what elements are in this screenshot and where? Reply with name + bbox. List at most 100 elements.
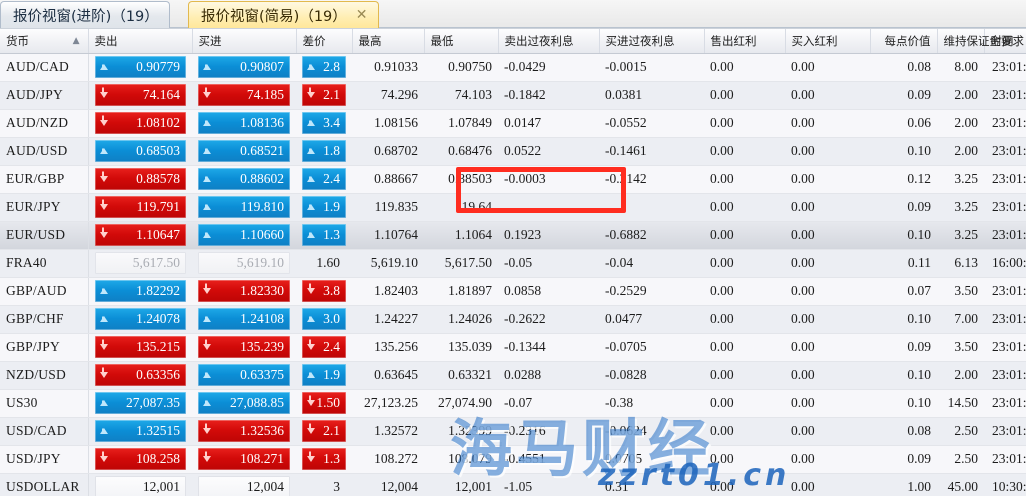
cell-pip-value: 0.07 [870, 277, 937, 306]
cell-spread[interactable]: 2.1 [296, 81, 352, 110]
cell-sell[interactable]: 1.10647 [88, 221, 192, 250]
column-header-spread[interactable]: 差价 [296, 29, 353, 54]
cell-buy[interactable]: 1.82330 [192, 277, 296, 306]
cell-sell[interactable]: 135.215 [88, 333, 192, 362]
column-header-dividend-sell[interactable]: 售出红利 [704, 29, 786, 54]
cell-buy[interactable]: 1.10660 [192, 221, 296, 250]
table-row[interactable]: USD/CAD 1.32515 1.32536 2.1 1.32572 1.32399 -0… [0, 417, 1026, 446]
cell-sell-tile: 1.32515 [94, 420, 186, 442]
column-header-swap-buy[interactable]: 买进过夜利息 [599, 29, 705, 54]
arrow-stem [205, 232, 207, 238]
table-row[interactable]: EUR/JPY 119.791 119.810 1.9 119.835 119.64 0.0… [0, 193, 1026, 222]
column-header-buy[interactable]: 买进 [192, 29, 297, 54]
cell-low: 12,001 [424, 473, 498, 496]
cell-spread[interactable]: 1.3 [296, 445, 352, 474]
cell-pip-value: 1.00 [870, 473, 937, 496]
cell-spread[interactable]: 1.9 [296, 193, 352, 222]
cell-sell[interactable]: 12,001 [88, 473, 192, 496]
cell-buy[interactable]: 108.271 [192, 445, 296, 474]
cell-buy-tile: 74.185 [198, 84, 290, 106]
cell-sell[interactable]: 27,087.35 [88, 389, 192, 418]
cell-swap-sell: 0.0522 [498, 137, 599, 166]
cell-sell[interactable]: 1.24078 [88, 305, 192, 334]
cell-buy[interactable]: 119.810 [192, 193, 296, 222]
column-header-margin[interactable]: 维持保证金要求 [937, 29, 1024, 54]
cell-sell[interactable]: 119.791 [88, 193, 192, 222]
table-row[interactable]: AUD/NZD 1.08102 1.08136 3.4 1.08156 1.07849 0.… [0, 109, 1026, 138]
cell-buy[interactable]: 12,004 [192, 473, 296, 496]
cell-high: 0.88667 [352, 165, 424, 194]
cell-low: 1.24026 [424, 305, 498, 334]
cell-buy[interactable]: 1.08136 [192, 109, 296, 138]
cell-sell[interactable]: 74.164 [88, 81, 192, 110]
column-header-dividend-buy[interactable]: 买入红利 [785, 29, 871, 54]
column-header-high[interactable]: 最高 [352, 29, 425, 54]
tab-simple-quotes[interactable]: 报价视窗(简易)（19） ✕ [188, 1, 379, 28]
cell-spread[interactable]: 3.4 [296, 109, 352, 138]
cell-buy[interactable]: 74.185 [192, 81, 296, 110]
cell-buy[interactable]: 0.68521 [192, 137, 296, 166]
column-header-time[interactable]: 时间 [984, 29, 1026, 54]
cell-spread[interactable]: 2.1 [296, 417, 352, 446]
cell-buy[interactable]: 0.90807 [192, 53, 296, 82]
cell-sell[interactable]: 0.88578 [88, 165, 192, 194]
cell-sell[interactable]: 0.63356 [88, 361, 192, 390]
cell-spread[interactable]: 2.8 [296, 53, 352, 82]
cell-buy[interactable]: 135.239 [192, 333, 296, 362]
table-row[interactable]: AUD/JPY 74.164 74.185 2.1 74.296 74.103 -0.184… [0, 81, 1026, 110]
cell-spread[interactable]: 2.4 [296, 165, 352, 194]
table-row[interactable]: NZD/USD 0.63356 0.63375 1.9 0.63645 0.63321 0.… [0, 361, 1026, 390]
cell-sell[interactable]: 108.258 [88, 445, 192, 474]
cell-buy[interactable]: 1.32536 [192, 417, 296, 446]
cell-sell[interactable]: 1.08102 [88, 109, 192, 138]
cell-sell[interactable]: 1.82292 [88, 277, 192, 306]
cell-spread[interactable]: 1.50 [296, 389, 352, 418]
cell-buy-value: 1.32536 [240, 423, 284, 438]
cell-buy-tile: 0.88602 [198, 168, 290, 190]
column-header-low[interactable]: 最低 [424, 29, 499, 54]
cell-buy[interactable]: 5,619.10 [192, 249, 296, 278]
cell-buy[interactable]: 27,088.85 [192, 389, 296, 418]
cell-sell[interactable]: 1.32515 [88, 417, 192, 446]
table-row[interactable]: AUD/CAD 0.90779 0.90807 2.8 0.91033 0.90750 -0… [0, 53, 1026, 82]
cell-spread[interactable]: 2.4 [296, 333, 352, 362]
cell-buy[interactable]: 0.63375 [192, 361, 296, 390]
column-header-symbol[interactable]: 货币 ▲ [0, 29, 89, 54]
column-header-pip-value[interactable]: 每点价值 [870, 29, 938, 54]
cell-dividend-sell: 0.00 [704, 137, 785, 166]
cell-spread[interactable]: 1.9 [296, 361, 352, 390]
cell-spread[interactable]: 3 [296, 473, 352, 496]
cell-sell-value: 0.88578 [136, 171, 180, 186]
cell-spread[interactable]: 1.60 [296, 249, 352, 278]
sort-ascending-icon[interactable]: ▲ [72, 35, 80, 46]
table-row[interactable]: GBP/JPY 135.215 135.239 2.4 135.256 135.039 -0… [0, 333, 1026, 362]
cell-buy[interactable]: 0.88602 [192, 165, 296, 194]
table-row[interactable]: GBP/AUD 1.82292 1.82330 3.8 1.82403 1.81897 0.… [0, 277, 1026, 306]
cell-buy[interactable]: 1.24108 [192, 305, 296, 334]
close-icon[interactable]: ✕ [355, 7, 368, 23]
table-row[interactable]: EUR/GBP 0.88578 0.88602 2.4 0.88667 0.88503 -0… [0, 165, 1026, 194]
tab-advanced-quotes[interactable]: 报价视窗(进阶)（19） [0, 1, 170, 28]
cell-spread-value: 1.60 [316, 255, 340, 270]
column-header-sell[interactable]: 卖出 [88, 29, 193, 54]
column-header-swap-sell[interactable]: 卖出过夜利息 [498, 29, 600, 54]
cell-sell-value: 119.791 [136, 199, 180, 214]
cell-sell-value: 5,617.50 [132, 255, 180, 270]
table-row[interactable]: US30 27,087.35 27,088.85 1.50 27,123.25 27,07… [0, 389, 1026, 418]
table-row[interactable]: AUD/USD 0.68503 0.68521 1.8 0.68702 0.68476 0.… [0, 137, 1026, 166]
table-row[interactable]: USD/JPY 108.258 108.271 1.3 108.272 108.079 -0… [0, 445, 1026, 474]
cell-symbol: AUD/CAD [0, 53, 89, 82]
table-row[interactable]: FRA40 5,617.50 5,619.10 1.60 5,619.10 5,617.5… [0, 249, 1026, 278]
table-row[interactable]: USDOLLAR 12,001 12,004 3 12,004 12,001 -1.05 0.… [0, 473, 1026, 496]
cell-sell-tile: 5,617.50 [94, 252, 186, 274]
cell-spread-tile: 1.60 [302, 252, 346, 274]
cell-spread[interactable]: 3.0 [296, 305, 352, 334]
cell-spread[interactable]: 1.8 [296, 137, 352, 166]
cell-sell[interactable]: 5,617.50 [88, 249, 192, 278]
table-row[interactable]: GBP/CHF 1.24078 1.24108 3.0 1.24227 1.24026 -0… [0, 305, 1026, 334]
cell-sell[interactable]: 0.90779 [88, 53, 192, 82]
cell-spread[interactable]: 1.3 [296, 221, 352, 250]
cell-sell[interactable]: 0.68503 [88, 137, 192, 166]
cell-spread[interactable]: 3.8 [296, 277, 352, 306]
table-row[interactable]: EUR/USD 1.10647 1.10660 1.3 1.10764 1.1064 0.1… [0, 221, 1026, 250]
